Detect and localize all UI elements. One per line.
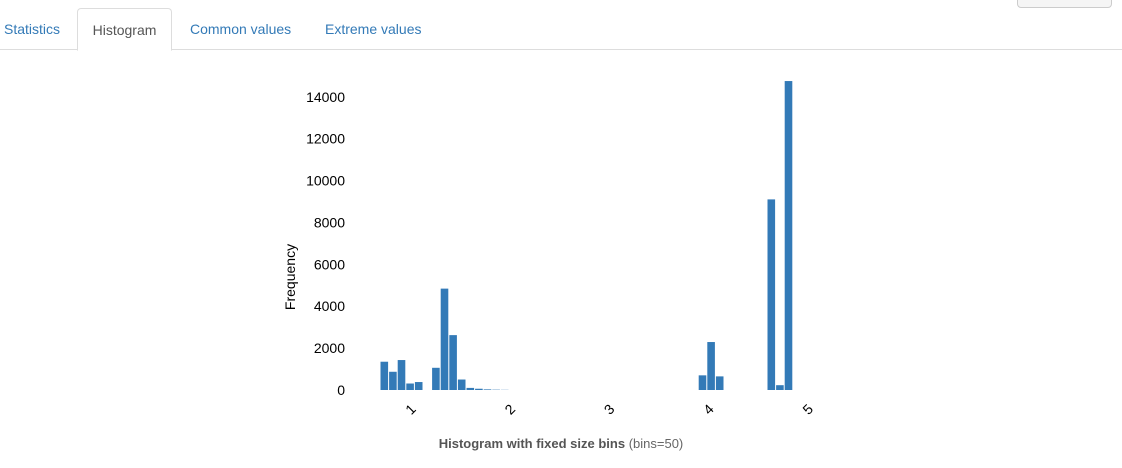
histogram-bar (784, 81, 793, 390)
histogram-bar (767, 199, 776, 390)
x-tick-labels: 1 2 3 4 5 (402, 401, 816, 418)
x-tick-label: 1 (402, 401, 419, 418)
histogram-bar (432, 367, 440, 390)
histogram-bar (380, 361, 389, 390)
tab-bar: Statistics Histogram Common values Extre… (0, 0, 1122, 51)
histogram-bar (440, 288, 449, 390)
y-tick-label: 2000 (314, 340, 345, 356)
histogram-bar (483, 389, 492, 390)
y-tick-label: 12000 (306, 131, 345, 147)
histogram-bars (380, 81, 793, 390)
y-tick-label: 8000 (314, 214, 345, 230)
histogram-bar (776, 385, 784, 390)
x-tick-label: 4 (700, 401, 717, 418)
x-tick-label: 5 (799, 401, 816, 418)
histogram-bar (457, 379, 466, 390)
histogram-bar (698, 375, 707, 390)
histogram-bar (397, 360, 406, 390)
histogram-caption: Histogram with fixed size bins (bins=50) (0, 436, 1122, 451)
histogram-chart: Frequency 020004000600080001000012000140… (282, 81, 816, 418)
histogram-bar (715, 376, 724, 390)
histogram-bar (389, 371, 397, 390)
tab-extreme-values[interactable]: Extreme values (325, 21, 422, 37)
y-tick-label: 0 (337, 382, 345, 398)
tab-histogram[interactable]: Histogram (77, 8, 172, 51)
histogram-bar (466, 387, 475, 390)
histogram-bar (449, 335, 457, 390)
histogram-bar (475, 388, 483, 390)
tab-statistics[interactable]: Statistics (4, 21, 61, 37)
y-tick-label: 6000 (314, 256, 345, 272)
histogram-bar (414, 382, 423, 390)
y-tick-label: 14000 (306, 89, 345, 105)
y-tick-label: 4000 (314, 298, 345, 314)
y-axis-label: Frequency (282, 244, 298, 310)
x-tick-label: 2 (501, 401, 518, 418)
toggle-details-button[interactable] (1017, 0, 1112, 8)
x-tick-label: 3 (601, 401, 618, 418)
histogram-bar (707, 342, 715, 390)
y-tick-labels: 0 2000 4000 6000 8000 10000 12000 14000 (306, 89, 345, 398)
histogram-bar (406, 383, 414, 390)
y-tick-label: 10000 (306, 173, 345, 189)
caption-title: Histogram with fixed size bins (438, 436, 626, 451)
caption-bins: (bins=50) (625, 436, 684, 451)
tab-common-values[interactable]: Common values (190, 21, 292, 37)
